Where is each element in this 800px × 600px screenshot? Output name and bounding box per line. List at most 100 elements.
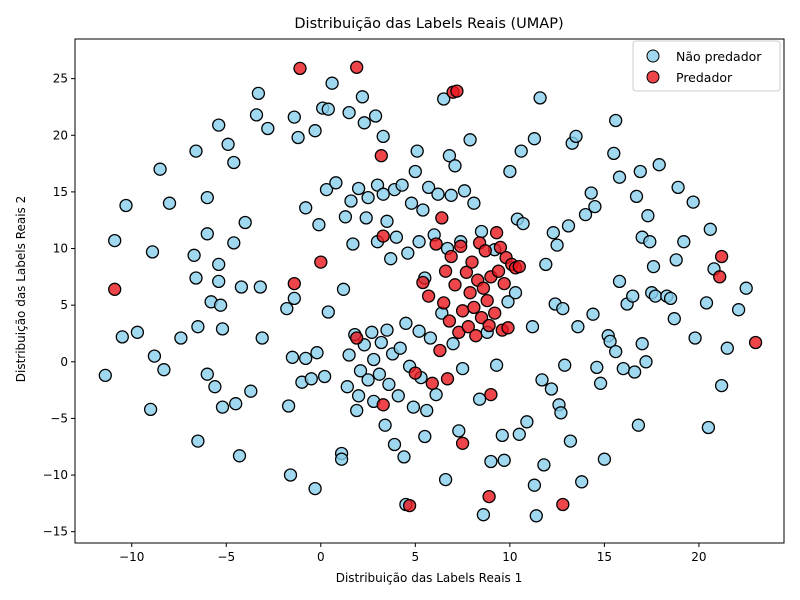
- point-nao-predador-142: [476, 508, 491, 522]
- point-nao-predador-196: [627, 365, 642, 379]
- point-nao-predador-206: [646, 259, 661, 274]
- point-nao-predador-166: [546, 226, 560, 240]
- x-tick-label: −5: [217, 550, 235, 564]
- point-nao-predador-185: [597, 452, 612, 466]
- point-nao-predador-0: [98, 368, 112, 383]
- point-predador-21: [444, 249, 458, 264]
- point-nao-predador-141: [474, 224, 489, 239]
- point-predador-5: [350, 331, 364, 345]
- point-nao-predador-44: [285, 350, 300, 364]
- point-predador-50: [497, 276, 511, 291]
- plot-area-frame: [74, 38, 785, 544]
- point-nao-predador-128: [438, 472, 453, 487]
- point-nao-predador-13: [189, 271, 203, 285]
- point-nao-predador-110: [404, 196, 419, 210]
- point-nao-predador-2: [115, 330, 129, 344]
- point-nao-predador-149: [501, 295, 515, 309]
- point-nao-predador-181: [586, 307, 600, 321]
- point-nao-predador-214: [677, 235, 691, 249]
- point-nao-predador-219: [703, 222, 717, 236]
- point-nao-predador-19: [200, 367, 214, 381]
- point-predador-38: [476, 281, 491, 295]
- point-predador-56: [556, 497, 570, 512]
- point-predador-17: [437, 296, 451, 310]
- point-nao-predador-157: [525, 320, 540, 334]
- point-nao-predador-53: [308, 124, 322, 138]
- point-nao-predador-107: [399, 316, 413, 330]
- point-nao-predador-103: [393, 341, 407, 355]
- point-nao-predador-71: [346, 237, 360, 251]
- point-nao-predador-222: [720, 341, 734, 355]
- point-predador-46: [489, 226, 504, 240]
- point-nao-predador-105: [397, 450, 411, 464]
- point-nao-predador-134: [452, 424, 466, 438]
- point-nao-predador-100: [387, 437, 402, 452]
- y-tick-label: 10: [53, 242, 68, 256]
- point-predador-4: [350, 60, 364, 74]
- point-nao-predador-80: [359, 211, 373, 225]
- point-predador-28: [455, 304, 470, 318]
- y-axis-label: Distribuição das Labels Reais 2: [14, 196, 28, 383]
- point-predador-29: [459, 265, 474, 279]
- point-nao-predador-77: [355, 90, 370, 104]
- point-nao-predador-154: [514, 144, 528, 158]
- point-nao-predador-31: [229, 397, 243, 411]
- y-tick-label: 0: [60, 355, 68, 369]
- point-nao-predador-155: [516, 216, 530, 231]
- point-predador-31: [463, 286, 477, 300]
- point-nao-predador-91: [376, 187, 390, 201]
- chart-title: Distribuição das Labels Reais (UMAP): [294, 16, 563, 32]
- legend-marker-nao-predador: [646, 49, 660, 63]
- point-predador-10: [408, 366, 422, 380]
- point-nao-predador-191: [612, 170, 627, 184]
- point-nao-predador-212: [669, 253, 683, 267]
- point-nao-predador-78: [357, 116, 371, 130]
- point-nao-predador-10: [162, 196, 177, 210]
- point-nao-predador-127: [437, 92, 451, 106]
- point-nao-predador-83: [365, 325, 379, 339]
- legend-box: [632, 40, 781, 92]
- point-nao-predador-211: [667, 312, 681, 326]
- point-nao-predador-40: [261, 121, 275, 136]
- point-nao-predador-11: [174, 331, 188, 345]
- point-predador-26: [454, 239, 468, 253]
- point-nao-predador-216: [688, 331, 702, 345]
- legend-label-predador: Predador: [676, 70, 733, 85]
- point-nao-predador-137: [457, 184, 472, 198]
- legend-label-nao-predador: Não predador: [676, 49, 762, 64]
- point-nao-predador-12: [187, 248, 201, 262]
- point-nao-predador-21: [208, 380, 222, 394]
- point-nao-predador-164: [539, 257, 553, 272]
- y-tick-label: 15: [53, 185, 68, 199]
- point-nao-predador-36: [249, 108, 264, 122]
- point-nao-predador-24: [212, 257, 226, 272]
- x-tick-label: 0: [317, 550, 325, 564]
- point-nao-predador-5: [143, 402, 158, 417]
- point-nao-predador-30: [227, 236, 241, 250]
- point-nao-predador-156: [520, 415, 534, 429]
- point-predador-59: [748, 335, 763, 350]
- point-nao-predador-121: [421, 180, 436, 195]
- point-nao-predador-73: [350, 403, 364, 418]
- point-nao-predador-168: [550, 238, 564, 252]
- point-nao-predador-174: [563, 434, 578, 448]
- point-predador-58: [714, 249, 729, 264]
- point-nao-predador-195: [626, 289, 640, 303]
- point-nao-predador-113: [410, 144, 424, 158]
- point-nao-predador-97: [384, 252, 398, 266]
- point-nao-predador-192: [612, 274, 627, 289]
- point-nao-predador-14: [189, 144, 203, 158]
- point-nao-predador-151: [508, 286, 523, 300]
- point-nao-predador-39: [255, 331, 269, 345]
- point-predador-39: [478, 244, 492, 258]
- point-nao-predador-187: [603, 334, 617, 349]
- point-nao-predador-139: [467, 196, 481, 210]
- point-nao-predador-7: [147, 349, 162, 363]
- y-tick-label: 20: [53, 128, 68, 142]
- point-predador-2: [293, 61, 307, 76]
- point-nao-predador-22: [212, 118, 226, 132]
- point-nao-predador-51: [304, 372, 318, 386]
- point-nao-predador-85: [367, 352, 381, 367]
- legend-marker-predador: [646, 70, 660, 84]
